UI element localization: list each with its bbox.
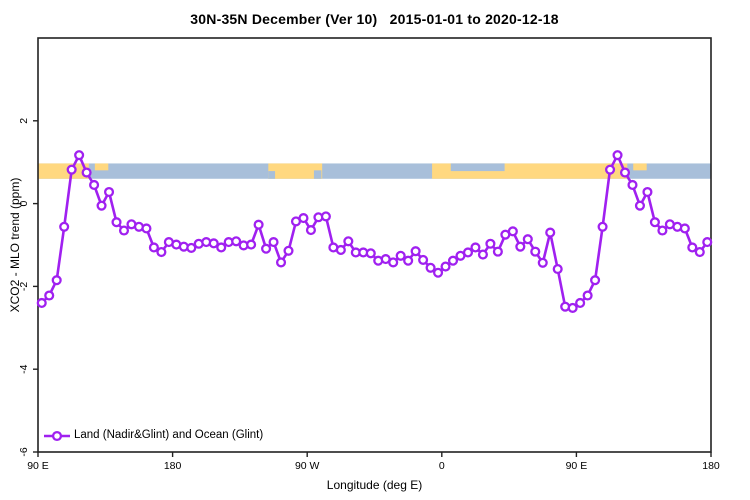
data-point-marker bbox=[657, 225, 668, 236]
legend-label: Land (Nadir&Glint) and Ocean (Glint) bbox=[74, 429, 264, 441]
y-tick-label: 0 bbox=[18, 201, 30, 207]
data-point-marker bbox=[74, 150, 85, 161]
data-point-marker bbox=[216, 242, 227, 253]
data-point-marker bbox=[552, 263, 563, 275]
data-point-marker bbox=[515, 241, 526, 252]
data-point-marker bbox=[575, 297, 586, 309]
y-tick-label: -2 bbox=[18, 282, 30, 291]
data-point-marker bbox=[44, 290, 55, 301]
data-point-marker bbox=[298, 213, 309, 224]
data-point-marker bbox=[627, 179, 638, 191]
data-point-marker bbox=[410, 246, 421, 257]
x-tick-label: 180 bbox=[164, 460, 182, 472]
data-point-marker bbox=[612, 150, 623, 161]
data-point-marker bbox=[186, 242, 197, 253]
data-point-marker bbox=[604, 164, 616, 175]
data-point-marker bbox=[597, 221, 608, 232]
data-point-marker bbox=[433, 267, 444, 278]
data-point-marker bbox=[619, 167, 631, 178]
x-axis-title: Longitude (deg E) bbox=[326, 478, 423, 492]
x-tick-label: 90 W bbox=[295, 460, 320, 472]
data-point-marker bbox=[447, 255, 459, 266]
data-point-marker bbox=[530, 246, 541, 257]
x-tick-label: 0 bbox=[439, 460, 445, 472]
data-point-marker bbox=[36, 297, 47, 309]
data-point-marker bbox=[343, 236, 354, 247]
x-tick-label: 180 bbox=[702, 460, 720, 472]
data-point-marker bbox=[679, 223, 690, 234]
data-point-marker bbox=[261, 243, 272, 254]
data-point-marker bbox=[418, 254, 429, 265]
data-point-marker bbox=[51, 275, 62, 286]
data-point-marker bbox=[642, 186, 653, 198]
map-band-patch bbox=[313, 170, 322, 179]
data-point-marker bbox=[81, 167, 92, 178]
data-point-marker bbox=[156, 246, 167, 258]
map-band-patch bbox=[94, 163, 109, 171]
y-tick-label: -4 bbox=[18, 364, 30, 373]
data-point-marker bbox=[335, 244, 346, 256]
data-point-marker bbox=[283, 245, 294, 256]
x-tick-label: 90 E bbox=[27, 460, 49, 472]
data-point-marker bbox=[522, 234, 533, 245]
data-point-marker bbox=[567, 302, 578, 313]
y-axis-title: XCO2 - MLO trend (ppm) bbox=[8, 177, 22, 313]
data-point-marker bbox=[590, 275, 601, 286]
data-point-marker bbox=[365, 248, 376, 259]
plot-box bbox=[37, 37, 712, 453]
data-point-marker bbox=[470, 242, 481, 253]
data-point-marker bbox=[231, 236, 242, 247]
data-point-marker bbox=[425, 262, 436, 273]
data-point-marker bbox=[395, 250, 406, 261]
data-point-marker bbox=[320, 211, 331, 222]
data-point-marker bbox=[141, 223, 152, 234]
data-point-marker bbox=[507, 226, 518, 237]
data-point-marker bbox=[537, 257, 548, 268]
data-point-marker bbox=[702, 237, 713, 248]
data-point-marker bbox=[253, 219, 264, 230]
y-tick-label: 2 bbox=[18, 118, 30, 124]
data-point-marker bbox=[103, 186, 115, 198]
map-band-land bbox=[268, 163, 323, 179]
data-point-marker bbox=[634, 200, 646, 211]
data-point-marker bbox=[96, 200, 107, 211]
data-point-marker bbox=[148, 242, 159, 253]
data-point-marker bbox=[649, 217, 660, 228]
chart-title: 30N-35N December (Ver 10) 2015-01-01 to … bbox=[190, 11, 559, 27]
data-point-marker bbox=[403, 255, 414, 266]
map-band-patch bbox=[633, 163, 647, 171]
x-tick-label: 90 E bbox=[566, 460, 588, 472]
data-point-marker bbox=[275, 257, 287, 268]
data-point-marker bbox=[246, 239, 257, 250]
data-point-marker bbox=[687, 242, 698, 253]
data-point-marker bbox=[208, 238, 219, 249]
data-point-marker bbox=[111, 217, 122, 228]
data-point-marker bbox=[388, 257, 399, 268]
legend-marker-point bbox=[51, 430, 63, 442]
data-point-marker bbox=[305, 225, 316, 236]
data-point-marker bbox=[462, 247, 474, 258]
data-point-marker bbox=[66, 164, 77, 175]
data-point-marker bbox=[477, 249, 488, 260]
data-point-marker bbox=[268, 237, 279, 248]
data-point-marker bbox=[582, 290, 593, 301]
data-point-marker bbox=[492, 246, 503, 257]
data-point-marker bbox=[89, 179, 100, 191]
data-point-marker bbox=[694, 246, 705, 258]
data-point-marker bbox=[485, 238, 496, 249]
data-point-marker bbox=[545, 227, 556, 238]
map-band-patch bbox=[268, 171, 276, 179]
map-band-land bbox=[38, 163, 89, 179]
map-band-patch bbox=[450, 163, 505, 172]
y-tick-label: -6 bbox=[18, 447, 30, 456]
data-point-marker bbox=[59, 221, 70, 232]
data-point-marker bbox=[440, 261, 451, 272]
data-point-marker bbox=[118, 225, 130, 236]
